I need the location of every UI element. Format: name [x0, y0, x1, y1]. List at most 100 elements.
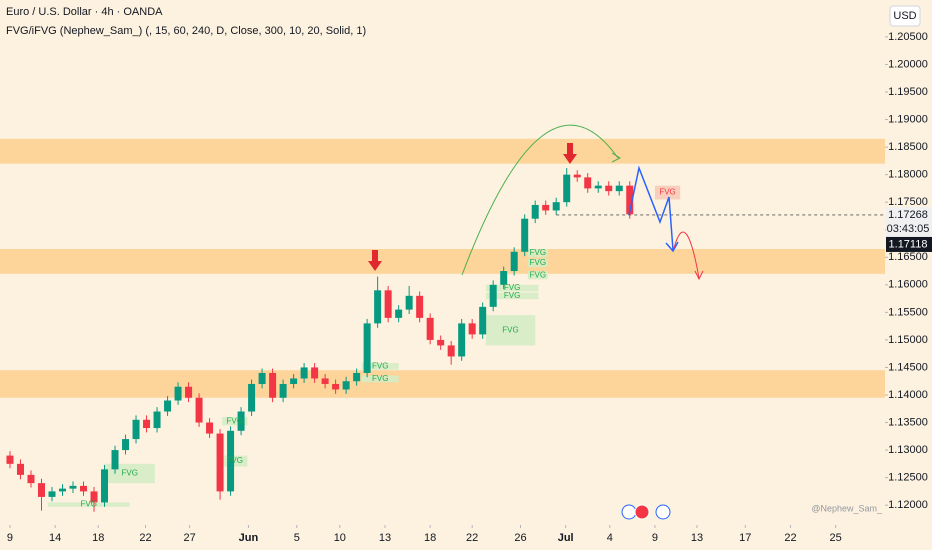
watermark: @Nephew_Sam_	[811, 503, 883, 513]
fvg-label: FVG	[504, 283, 520, 292]
fvg-box	[527, 258, 548, 268]
fvg-box	[485, 284, 539, 292]
fvg-label: FVG	[502, 325, 518, 334]
candle-body	[237, 411, 245, 431]
candle-body	[521, 218, 529, 252]
candle-body	[416, 295, 424, 318]
x-tick-label: Jul	[558, 532, 574, 544]
candle-body	[248, 383, 256, 412]
candle-body	[311, 367, 319, 379]
candle-body	[279, 383, 287, 398]
candle-body	[122, 439, 130, 451]
candle-body	[353, 372, 361, 382]
candle-body	[426, 317, 434, 340]
fvg-label: FVG	[227, 416, 243, 425]
fvg-label: FVG	[659, 188, 675, 197]
last-price-label: 1.17268	[888, 209, 928, 221]
currency-box[interactable]	[889, 5, 921, 27]
y-tick-label: 1.16000	[888, 279, 928, 291]
x-tick-label: 5	[294, 532, 300, 544]
fvg-box	[222, 455, 248, 467]
candle-body	[405, 295, 413, 310]
candle-body	[584, 177, 592, 189]
fvg-box	[361, 375, 399, 383]
y-tick-label: 1.19500	[888, 86, 928, 98]
candle-body	[227, 430, 235, 492]
annotation-layer: Euro / U.S. Dollar · 4h · OANDA FVG/iFVG…	[6, 5, 932, 544]
indicator-label: FVG/iFVG (Nephew_Sam_) (, 15, 60, 240, D…	[6, 25, 366, 37]
fvg-label: FVG	[372, 374, 388, 383]
arrow-head	[563, 154, 577, 164]
candle-body	[37, 483, 45, 497]
supply-demand-zone	[0, 138, 885, 164]
projection-path	[628, 165, 674, 251]
chart-title: Euro / U.S. Dollar · 4h · OANDA	[6, 6, 163, 18]
candle-body	[573, 174, 581, 178]
y-tick-label: 1.15500	[888, 306, 928, 318]
background-layer	[0, 36, 888, 528]
fvg-box	[485, 315, 536, 346]
x-tick-label: 9	[652, 532, 658, 544]
y-tick-label: 1.14500	[888, 361, 928, 373]
x-tick-label: 17	[739, 532, 751, 544]
x-tick-label: Jun	[239, 532, 259, 544]
candle-body	[563, 174, 571, 203]
y-tick-label: 1.20500	[888, 31, 928, 43]
fvg-box	[47, 502, 130, 507]
candle-body	[101, 469, 109, 503]
x-tick-label: 18	[92, 532, 104, 544]
candle-body	[374, 290, 382, 324]
arrow-head	[694, 270, 704, 281]
fvg-label: FVG	[227, 456, 243, 465]
marks-layer	[6, 168, 634, 512]
candle-body	[321, 378, 329, 384]
candle-body	[500, 271, 508, 285]
arrow-shaft	[372, 250, 378, 262]
candle-body	[447, 345, 455, 357]
candle-body	[300, 367, 308, 379]
fvg-box	[485, 292, 539, 300]
y-tick-label: 1.15000	[888, 334, 928, 346]
y-tick-label: 1.13000	[888, 444, 928, 456]
x-tick-label: 10	[334, 532, 346, 544]
fvg-label: FVG	[122, 469, 138, 478]
x-tick-label: 22	[784, 532, 796, 544]
candle-body	[27, 474, 35, 484]
candle-body	[206, 422, 214, 434]
candle-body	[153, 411, 161, 429]
x-tick-label: 18	[424, 532, 436, 544]
x-tick-label: 27	[183, 532, 195, 544]
candle-body	[510, 251, 518, 272]
candle-body	[489, 284, 497, 307]
fvg-label: FVG	[372, 361, 388, 370]
countdown: 03:43:05	[887, 223, 930, 235]
x-tick-label: 26	[514, 532, 526, 544]
y-tick-label: 1.13500	[888, 416, 928, 428]
candle-body	[626, 185, 634, 215]
fvg-label: FVG	[81, 500, 97, 509]
candle-body	[195, 397, 203, 423]
event-icon[interactable]	[655, 504, 671, 520]
candle-body	[363, 323, 371, 373]
y-tick-label: 1.17500	[888, 196, 928, 208]
x-tick-label: 14	[49, 532, 61, 544]
candle-body	[468, 323, 476, 335]
y-tick-label: 1.18500	[888, 141, 928, 153]
event-icon[interactable]	[634, 504, 650, 520]
candle-body	[174, 386, 182, 401]
candle-body	[605, 185, 613, 192]
candle-body	[384, 290, 392, 318]
y-tick-label: 1.12500	[888, 472, 928, 484]
candle-body	[437, 339, 445, 346]
y-tick-label: 1.14000	[888, 389, 928, 401]
y-tick-label: 1.20000	[888, 58, 928, 70]
y-tick-label: 1.12000	[888, 499, 928, 511]
candle-body	[552, 202, 560, 211]
x-tick-label: 9	[7, 532, 13, 544]
event-icon[interactable]	[621, 504, 637, 520]
y-tick-label: 1.19000	[888, 113, 928, 125]
x-tick-label: 25	[830, 532, 842, 544]
candle-body	[6, 455, 14, 464]
arrow-head	[368, 261, 382, 271]
candle-body	[395, 309, 403, 318]
